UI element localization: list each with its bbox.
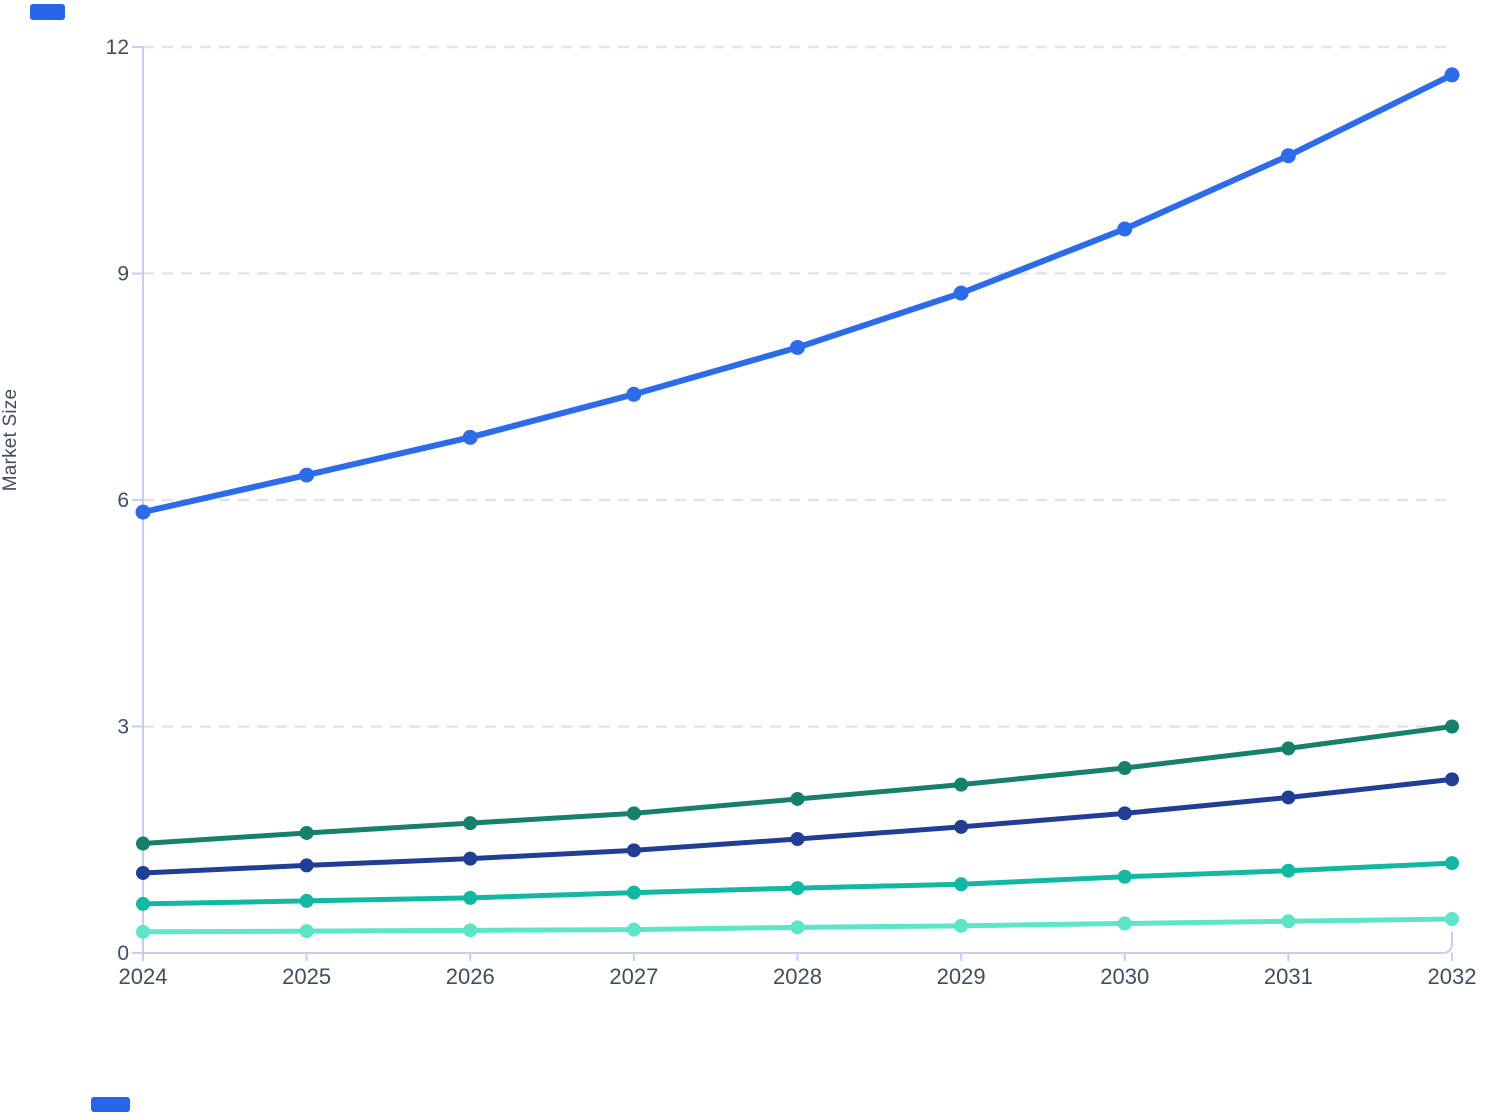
x-tick-label-2031: 2031 [1264,964,1313,989]
x-tick-label-2026: 2026 [446,964,495,989]
data-point-dark-green-2028 [790,791,805,806]
data-point-dark-green-2030 [1117,761,1132,776]
data-point-teal-2031 [1281,863,1296,878]
data-point-dark-green-2031 [1281,741,1296,756]
x-tick-label-2032: 2032 [1428,964,1477,989]
data-point-mint-2027 [626,922,641,937]
series-line-blue [140,71,1455,516]
series-group [135,67,1460,939]
data-point-teal-2029 [954,877,969,892]
data-point-mint-2032 [1445,912,1459,927]
data-point-teal-2024 [136,896,150,911]
data-point-navy-2030 [1117,806,1132,821]
data-point-blue-2028 [790,339,805,355]
y-tick-label-9: 9 [117,263,129,286]
data-point-dark-green-2029 [954,777,969,792]
data-point-mint-2026 [463,923,478,938]
data-point-teal-2032 [1445,856,1459,871]
y-axis-title: Market Size [0,389,21,492]
data-point-mint-2028 [790,920,805,935]
data-point-mint-2029 [954,918,969,933]
x-tick-label-2029: 2029 [937,964,986,989]
data-point-dark-green-2024 [136,836,150,851]
y-tick-label-3: 3 [117,716,129,739]
data-point-dark-green-2025 [299,825,314,840]
data-point-dark-green-2026 [463,816,478,831]
x-axis-line [143,932,1453,954]
data-point-mint-2031 [1281,914,1296,929]
blue-mark-top-left [30,4,65,20]
data-point-mint-2024 [136,924,150,939]
data-point-blue-2031 [1280,148,1296,164]
data-point-teal-2030 [1117,869,1132,884]
data-point-navy-2026 [463,851,478,866]
data-point-navy-2032 [1445,772,1459,787]
data-point-navy-2024 [136,865,150,880]
data-point-navy-2025 [299,858,314,873]
data-point-navy-2029 [954,819,969,834]
data-point-teal-2025 [299,893,314,908]
tick-labels-group: 0 3 6 9 12 2024 2025 2026 2027 2028 2029 2030 2031 20… [106,36,1477,989]
data-point-blue-2027 [626,386,642,402]
data-point-teal-2027 [626,885,641,900]
y-tick-label-0: 0 [117,942,129,965]
y-tick-label-12: 12 [106,36,129,59]
axes-group [132,46,1453,961]
x-tick-label-2025: 2025 [282,964,331,989]
series-line-dark-green [140,724,1455,847]
data-point-dark-green-2032 [1445,719,1459,734]
data-point-blue-2029 [953,285,969,301]
data-point-blue-2026 [462,429,478,445]
data-point-mint-2025 [299,924,314,939]
data-point-blue-2030 [1117,221,1133,237]
blue-mark-bottom-left [91,1097,130,1112]
data-point-teal-2028 [790,881,805,896]
data-point-blue-2032 [1444,67,1460,83]
x-tick-label-2030: 2030 [1100,964,1149,989]
data-point-blue-2024 [135,504,151,520]
y-tick-label-6: 6 [117,489,129,512]
data-point-navy-2031 [1281,790,1296,805]
x-tick-label-2027: 2027 [609,964,658,989]
data-point-dark-green-2027 [626,806,641,821]
data-point-blue-2025 [299,467,315,483]
gridlines-group [143,45,1447,728]
x-tick-label-2028: 2028 [773,964,822,989]
data-point-navy-2027 [626,843,641,858]
data-point-teal-2026 [463,890,478,905]
data-point-mint-2030 [1117,916,1132,931]
data-point-navy-2028 [790,831,805,846]
x-tick-label-2024: 2024 [119,964,168,989]
